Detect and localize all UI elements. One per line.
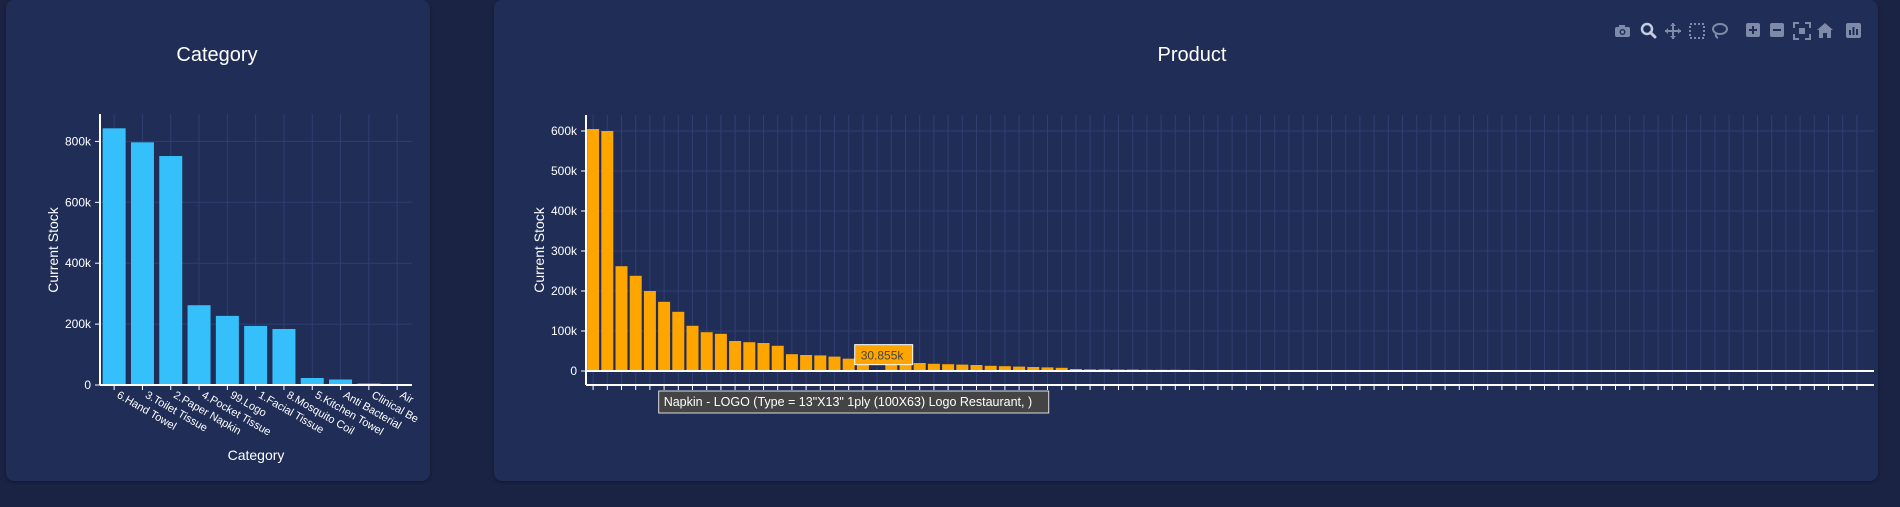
y-tick-label: 800k — [65, 134, 92, 148]
chart-title: Product — [1158, 44, 1227, 66]
zoom-in-icon[interactable] — [1746, 23, 1760, 37]
hover-value-tooltip: 30.855k — [854, 344, 914, 366]
product-bar[interactable] — [984, 365, 997, 371]
y-tick-label: 600k — [65, 195, 92, 209]
category-bar[interactable] — [102, 128, 126, 386]
product-bar[interactable] — [771, 345, 784, 371]
y-axis-title: Current Stock — [531, 206, 547, 293]
product-bar[interactable] — [828, 356, 841, 371]
category-bar[interactable] — [187, 305, 211, 385]
product-bar-chart[interactable]: Product 0 100k 200k 300k 400k 500k 600k Curren… — [494, 0, 1878, 481]
category-bar[interactable] — [300, 377, 324, 385]
y-tick-label: 400k — [65, 256, 92, 270]
autoscale-icon[interactable] — [1793, 22, 1811, 40]
product-bar[interactable] — [885, 362, 898, 371]
box-select-icon[interactable] — [1689, 23, 1705, 39]
product-bar[interactable] — [800, 355, 813, 371]
product-bar[interactable] — [970, 365, 983, 371]
y-tick-label: 500k — [551, 164, 578, 178]
y-axis-title: Current Stock — [45, 206, 61, 293]
product-bar[interactable] — [729, 341, 742, 371]
product-bar[interactable] — [615, 266, 628, 371]
y-tick-label: 200k — [551, 284, 578, 298]
y-tick-label: 600k — [551, 124, 578, 138]
product-bar[interactable] — [785, 354, 798, 371]
product-bar[interactable] — [714, 333, 727, 371]
hover-layer: 30.855k Napkin - LOGO (Type = 13"X13" 1p… — [658, 344, 1050, 414]
hover-category-box — [658, 390, 1050, 414]
y-tick-label: 100k — [551, 324, 578, 338]
lasso-icon[interactable] — [1712, 23, 1728, 39]
category-bar[interactable] — [272, 328, 296, 385]
product-bar[interactable] — [913, 363, 926, 371]
product-bar[interactable] — [643, 291, 656, 371]
hover-value-label: 30.855k — [861, 349, 905, 363]
plotly-logo-icon[interactable] — [1846, 23, 1861, 38]
zoom-icon[interactable] — [1640, 22, 1657, 39]
hover-value-box — [854, 344, 914, 366]
product-bar[interactable] — [743, 342, 756, 371]
y-tick-label: 200k — [65, 317, 92, 331]
y-tick-label: 300k — [551, 244, 578, 258]
product-bar[interactable] — [757, 343, 770, 371]
product-bar[interactable] — [658, 301, 671, 371]
hover-category-label: Napkin - LOGO (Type = 13"X13" 1ply (100X… — [664, 395, 1032, 409]
modebar — [1615, 22, 1861, 40]
zoom-out-icon[interactable] — [1770, 23, 1784, 37]
product-bar[interactable] — [1027, 367, 1040, 371]
product-bar[interactable] — [814, 355, 827, 371]
hover-category-tooltip: Napkin - LOGO (Type = 13"X13" 1ply (100X… — [658, 390, 1050, 414]
product-bar[interactable] — [700, 332, 713, 371]
category-bar[interactable] — [130, 142, 154, 385]
pan-icon[interactable] — [1665, 23, 1681, 39]
product-bar[interactable] — [842, 358, 855, 371]
product-bar[interactable] — [672, 311, 685, 371]
x-tick-label: Air — [398, 389, 416, 406]
product-bar[interactable] — [998, 366, 1011, 371]
category-bar[interactable] — [159, 156, 183, 385]
product-chart-panel: Product 0 100k 200k 300k 400k 500k 600k Curren… — [494, 0, 1878, 481]
home-icon[interactable] — [1817, 23, 1833, 38]
category-chart-panel: Category 0 200k 400k 600k 800k 6.Hand Towel 3… — [6, 0, 430, 481]
chart-title: Category — [176, 44, 257, 66]
x-axis-title: Category — [228, 447, 285, 463]
camera-icon[interactable] — [1615, 25, 1630, 37]
product-bar[interactable] — [601, 131, 614, 371]
y-tick-label: 400k — [551, 204, 578, 218]
category-bar[interactable] — [215, 315, 239, 385]
product-bar[interactable] — [899, 362, 912, 371]
product-bar[interactable] — [927, 363, 940, 371]
product-bar[interactable] — [1041, 367, 1054, 371]
product-bar[interactable] — [1055, 367, 1068, 371]
y-tick-label: 0 — [570, 364, 577, 378]
product-bar[interactable] — [629, 275, 642, 371]
product-bar[interactable] — [942, 364, 955, 371]
product-bar[interactable] — [956, 364, 969, 371]
product-bar[interactable] — [587, 129, 600, 371]
y-tick-label: 0 — [84, 378, 91, 392]
product-bar[interactable] — [1013, 366, 1026, 371]
product-bar[interactable] — [686, 325, 699, 371]
category-bar[interactable] — [244, 325, 268, 385]
category-bar[interactable] — [329, 379, 353, 385]
